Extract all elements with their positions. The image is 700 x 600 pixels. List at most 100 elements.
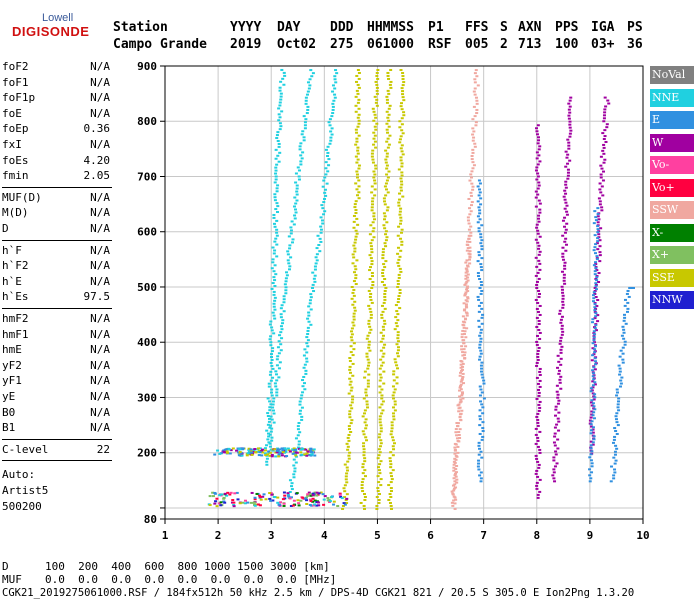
data-point bbox=[264, 449, 268, 452]
x-tick-label: 2 bbox=[215, 529, 222, 542]
header-label-axn: AXN bbox=[518, 20, 542, 35]
data-point bbox=[373, 179, 377, 182]
data-point bbox=[276, 448, 280, 451]
data-point bbox=[302, 497, 306, 500]
data-point bbox=[274, 148, 278, 151]
data-point bbox=[298, 403, 302, 406]
data-point bbox=[400, 174, 404, 177]
data-point bbox=[313, 454, 317, 457]
data-point bbox=[589, 416, 593, 419]
data-point bbox=[292, 450, 296, 453]
data-point bbox=[594, 329, 598, 332]
data-point bbox=[538, 292, 542, 295]
data-point bbox=[390, 478, 394, 481]
data-point bbox=[598, 188, 602, 191]
data-point bbox=[606, 99, 610, 102]
data-point bbox=[275, 190, 279, 193]
data-point bbox=[596, 207, 600, 210]
data-point bbox=[480, 456, 484, 459]
data-point bbox=[311, 449, 315, 452]
data-point bbox=[381, 325, 385, 328]
data-point bbox=[535, 484, 539, 487]
data-point bbox=[591, 375, 595, 378]
data-point bbox=[351, 362, 355, 365]
data-point bbox=[459, 388, 463, 391]
data-point bbox=[393, 442, 397, 445]
param-label: foEp bbox=[2, 122, 29, 136]
data-point bbox=[461, 368, 465, 371]
data-point bbox=[386, 71, 390, 74]
data-point bbox=[373, 134, 377, 137]
data-point bbox=[269, 335, 273, 338]
data-point bbox=[267, 385, 271, 388]
data-point bbox=[467, 252, 471, 255]
data-point bbox=[363, 496, 367, 499]
data-point bbox=[474, 121, 478, 124]
header-label-ddd: DDD bbox=[330, 20, 354, 35]
data-point bbox=[458, 395, 462, 398]
data-point bbox=[482, 379, 486, 382]
data-point bbox=[568, 105, 572, 108]
data-point bbox=[269, 424, 273, 427]
data-point bbox=[349, 404, 353, 407]
data-point bbox=[350, 407, 354, 410]
data-point bbox=[363, 507, 367, 510]
data-point bbox=[243, 499, 247, 502]
data-point bbox=[621, 346, 625, 349]
data-point bbox=[589, 401, 593, 404]
data-point bbox=[381, 248, 385, 251]
data-point bbox=[596, 215, 600, 218]
data-point bbox=[555, 384, 559, 387]
data-point bbox=[536, 475, 540, 478]
data-point bbox=[247, 448, 251, 451]
data-point bbox=[305, 454, 309, 457]
data-point bbox=[614, 418, 618, 421]
data-point bbox=[364, 391, 368, 394]
data-point bbox=[321, 207, 325, 210]
data-point bbox=[301, 151, 305, 154]
data-point bbox=[384, 194, 388, 197]
data-point bbox=[561, 294, 565, 297]
data-point bbox=[466, 247, 470, 250]
data-point bbox=[297, 502, 301, 505]
data-point bbox=[230, 501, 234, 504]
data-point bbox=[397, 201, 401, 204]
data-point bbox=[296, 499, 300, 502]
data-point bbox=[536, 436, 540, 439]
data-point bbox=[464, 282, 468, 285]
data-point bbox=[363, 460, 367, 463]
data-point bbox=[326, 497, 330, 500]
data-point bbox=[351, 291, 355, 294]
data-point bbox=[364, 424, 368, 427]
data-point bbox=[567, 147, 571, 150]
data-point bbox=[478, 415, 482, 418]
data-point bbox=[299, 451, 303, 454]
header-value-station: Campo Grande bbox=[113, 37, 207, 52]
data-point bbox=[469, 231, 473, 234]
data-point bbox=[295, 187, 299, 190]
data-point bbox=[271, 406, 275, 409]
data-point bbox=[363, 475, 367, 478]
data-point bbox=[594, 261, 598, 264]
y-tick-label: 500 bbox=[137, 281, 157, 294]
data-point bbox=[350, 327, 354, 330]
data-point bbox=[284, 277, 288, 280]
data-point bbox=[389, 466, 393, 469]
data-point bbox=[476, 295, 480, 298]
data-point bbox=[278, 451, 282, 454]
data-point bbox=[219, 494, 223, 497]
data-point bbox=[379, 439, 383, 442]
data-point bbox=[562, 258, 566, 261]
data-point bbox=[592, 407, 596, 410]
data-point bbox=[378, 373, 382, 376]
data-point bbox=[565, 156, 569, 159]
data-point bbox=[590, 413, 594, 416]
data-point bbox=[456, 445, 460, 448]
data-point bbox=[289, 496, 293, 499]
data-point bbox=[284, 455, 288, 458]
data-point bbox=[287, 262, 291, 265]
data-point bbox=[402, 111, 406, 114]
data-point bbox=[290, 482, 294, 485]
data-point bbox=[399, 159, 403, 162]
data-point bbox=[465, 240, 469, 243]
